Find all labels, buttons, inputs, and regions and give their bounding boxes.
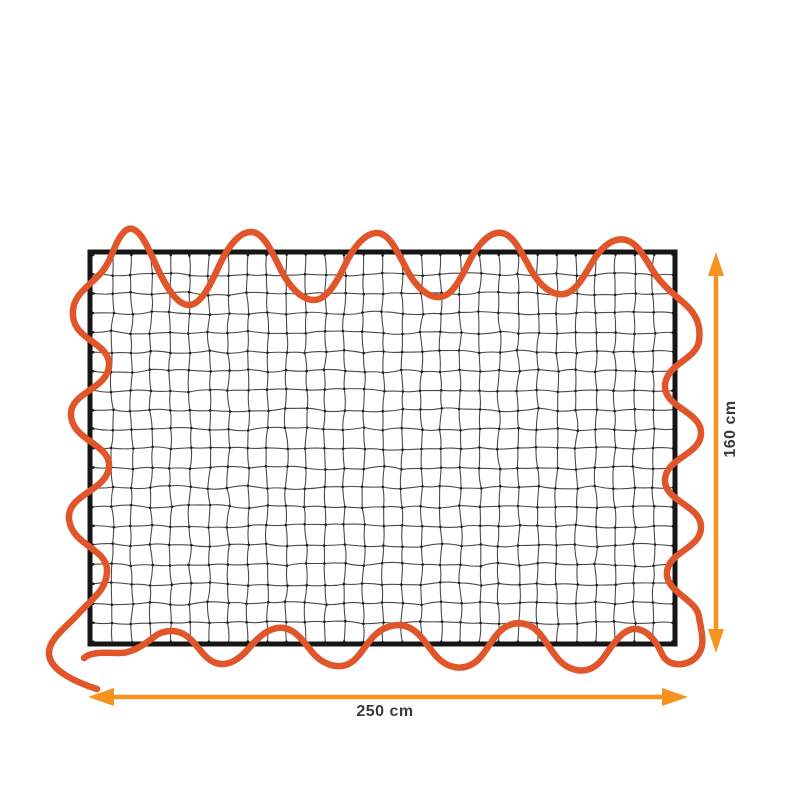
net-border bbox=[87, 249, 678, 647]
arrowhead-down-icon bbox=[708, 629, 724, 653]
height-dimension-arrow bbox=[708, 252, 724, 653]
width-dimension-label: 250 cm bbox=[356, 703, 414, 720]
arrowhead-right-icon bbox=[662, 688, 688, 706]
height-dimension-label: 160 cm bbox=[722, 400, 739, 458]
arrowhead-left-icon bbox=[88, 688, 114, 706]
elastic-cord-icon bbox=[45, 225, 706, 693]
net-mesh bbox=[91, 253, 675, 644]
width-dimension-arrow bbox=[88, 688, 688, 706]
arrowhead-up-icon bbox=[708, 252, 724, 276]
